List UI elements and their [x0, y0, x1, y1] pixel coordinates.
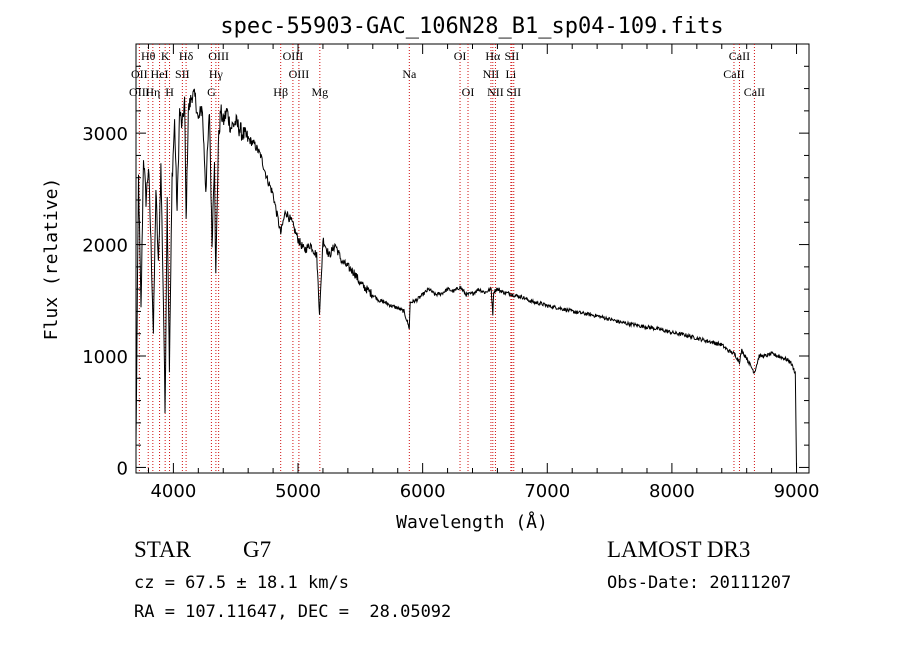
- plot-frame: [135, 43, 810, 474]
- spectral-line-label: HeI: [151, 67, 169, 81]
- spectral-line-label: Mg: [311, 85, 328, 99]
- y-tick-label: 0: [117, 458, 128, 479]
- object-class: STAR: [134, 537, 191, 562]
- y-tick-label: 1000: [82, 347, 128, 368]
- observation-date: Obs-Date: 20111207: [607, 573, 792, 593]
- axis-ticks: [136, 44, 809, 473]
- x-tick-label: 4000: [150, 481, 196, 502]
- y-tick-label: 2000: [82, 236, 128, 257]
- spectral-line-label: OIII: [289, 67, 310, 81]
- redshift-velocity: cz = 67.5 ± 18.1 km/s: [134, 573, 349, 593]
- spectral-line-label: OI: [454, 49, 467, 63]
- spectral-line-label: SII: [505, 49, 520, 63]
- spectral-line-label: H: [165, 85, 174, 99]
- spectral-line-label: K: [161, 49, 170, 63]
- survey-name: LAMOST DR3: [607, 537, 751, 562]
- spectral-line-label: OII: [131, 67, 148, 81]
- spectral-line-label: OIII: [283, 49, 304, 63]
- spectral-line-label: Li: [506, 67, 517, 81]
- spectral-line-label: CaII: [723, 67, 744, 81]
- spectral-line-label: CaII: [744, 85, 765, 99]
- spectral-line-label: SII: [175, 67, 190, 81]
- spectral-line-label: Hβ: [273, 85, 288, 99]
- spectral-line-label: Hγ: [209, 67, 224, 81]
- spectral-line-label: Hα: [485, 49, 501, 63]
- x-tick-label: 9000: [774, 481, 820, 502]
- y-tick-label: 3000: [82, 124, 128, 145]
- flux-line: [135, 88, 797, 468]
- line-markers: [138, 44, 755, 473]
- spectral-line-label: Hδ: [179, 49, 194, 63]
- x-tick-label: 7000: [524, 481, 570, 502]
- object-subclass: G7: [243, 537, 272, 562]
- spectral-line-label: OIII: [208, 49, 229, 63]
- spectral-line-label: NII: [487, 85, 504, 99]
- spectral-line-label: G: [207, 85, 216, 99]
- x-tick-label: 8000: [649, 481, 695, 502]
- chart-title: spec-55903-GAC_106N28_B1_sp04-109.fits: [220, 14, 723, 39]
- spectral-line-label: OI: [462, 85, 475, 99]
- spectral-line-label: SII: [506, 85, 521, 99]
- spectral-line-label: Na: [402, 67, 417, 81]
- y-axis-label: Flux (relative): [41, 178, 62, 341]
- spectral-line-label: OIII: [129, 85, 150, 99]
- x-axis-label: Wavelength (Å): [396, 511, 548, 533]
- x-tick-label: 5000: [275, 481, 321, 502]
- spectral-line-label: Hθ: [141, 49, 156, 63]
- spectrum-plot: spec-55903-GAC_106N28_B1_sp04-109.fits H…: [41, 14, 819, 533]
- spectral-line-label: CaII: [729, 49, 750, 63]
- axis-tick-labels: 4000 5000 6000 7000 8000 9000 0 1000 2000 3000: [82, 124, 819, 502]
- coordinates: RA = 107.11647, DEC = 28.05092: [134, 602, 452, 622]
- x-tick-label: 6000: [400, 481, 446, 502]
- spectral-line-label: Hη: [145, 85, 160, 99]
- spectral-line-label: NII: [483, 67, 500, 81]
